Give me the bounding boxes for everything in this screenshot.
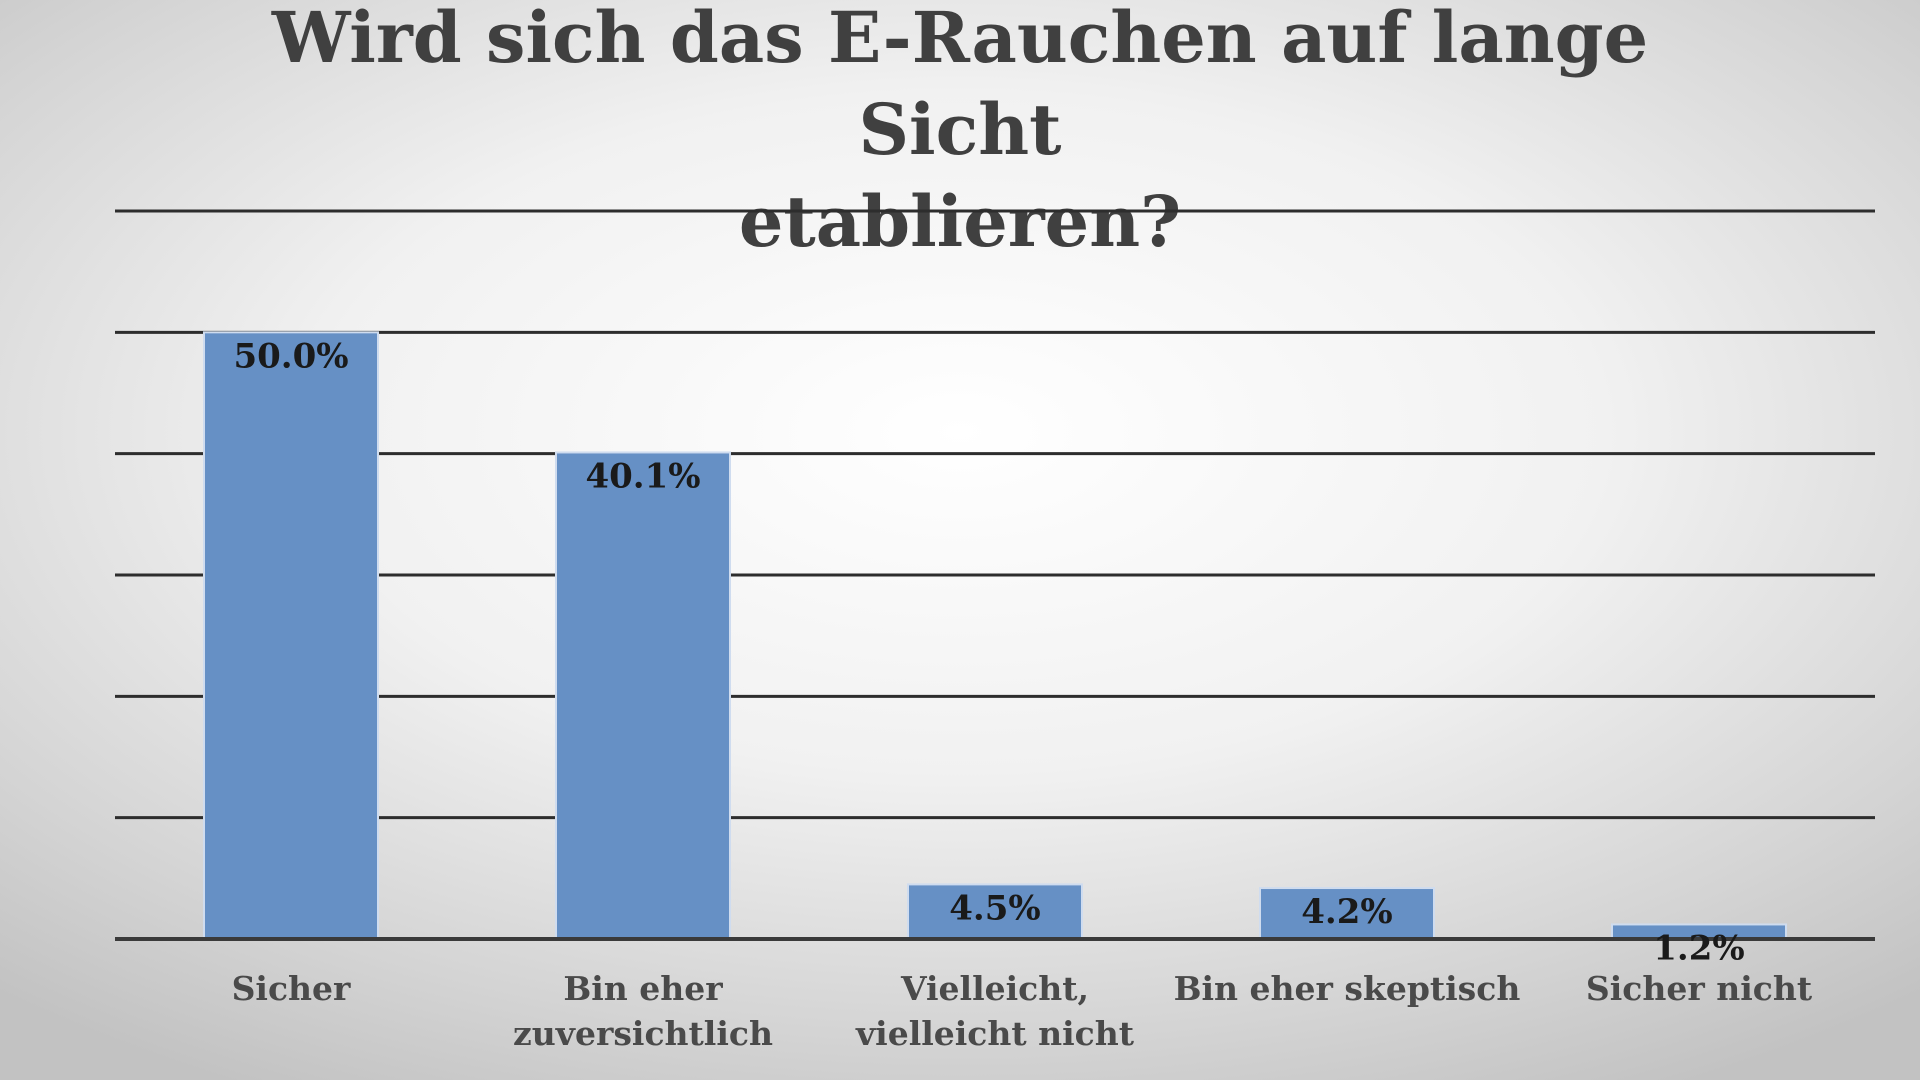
category-label-line: zuversichtlich — [513, 1014, 773, 1053]
category-label: Bin eher zuversichtlich — [513, 969, 773, 1053]
bar — [555, 451, 731, 940]
bars — [203, 331, 1787, 941]
category-label-line: Bin eher — [563, 969, 723, 1008]
category-label-line: vielleicht nicht — [855, 1014, 1135, 1053]
category-label-line: Vielleicht, — [900, 969, 1089, 1008]
category-label-line: Sicher — [232, 969, 351, 1008]
category-label-line: Sicher nicht — [1586, 969, 1813, 1008]
category-labels: Sicher Bin eher zuversichtlich Vielleicht, v… — [232, 969, 1813, 1053]
data-label: 40.1% — [585, 456, 700, 496]
category-label: Bin eher skeptisch — [1174, 969, 1521, 1008]
bar — [907, 883, 1083, 941]
category-label: Vielleicht, vielleicht nicht — [855, 969, 1135, 1053]
category-label: Sicher — [232, 969, 351, 1008]
data-label: 4.2% — [1301, 892, 1392, 932]
bar — [203, 331, 379, 941]
chart-title: Wird sich das E-Rauchen auf lange Sicht … — [271, 0, 1649, 263]
data-label: 4.5% — [949, 888, 1040, 928]
category-label-line: Bin eher skeptisch — [1174, 969, 1521, 1008]
data-label: 50.0% — [233, 336, 348, 376]
data-labels: 50.0% 40.1% 4.5% 4.2% 1.2% — [233, 336, 1744, 968]
gridlines — [115, 209, 1875, 820]
category-label: Sicher nicht — [1586, 969, 1813, 1008]
bar — [1259, 887, 1435, 940]
data-label: 1.2% — [1653, 928, 1744, 968]
